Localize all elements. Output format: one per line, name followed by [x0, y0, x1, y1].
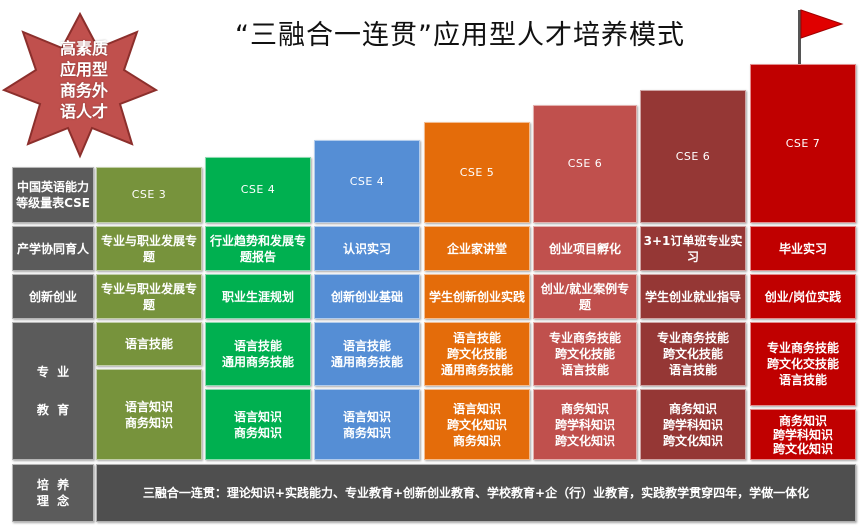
knowledge-cell-6: 商务知识 跨学科知识 跨文化知识	[640, 389, 746, 460]
skills-cell-3: 语言技能 通用商务技能	[314, 322, 420, 386]
industry-cell-1: 专业与职业发展专题	[96, 226, 202, 271]
industry-cell-2: 行业趋势和发展专题报告	[205, 226, 311, 271]
knowledge-cell-5: 商务知识 跨学科知识 跨文化知识	[533, 389, 637, 460]
skills-cell-2: 语言技能 通用商务技能	[205, 322, 311, 386]
cse-step-3: CSE 4	[314, 140, 420, 223]
skills-cell-1: 语言技能	[96, 322, 202, 366]
industry-cell-6: 3+1订单班专业实习	[640, 226, 746, 271]
philosophy-header-line: 培 养	[36, 478, 70, 492]
cse-step-6: CSE 6	[640, 90, 746, 223]
page-title: “三融合一连贯”应用型人才培养模式	[235, 20, 685, 51]
row-header-industry: 产学协同育人	[12, 226, 94, 271]
industry-cell-3: 认识实习	[314, 226, 420, 271]
edu-header-line: 教 育	[36, 403, 70, 417]
industry-cell-5: 创业项目孵化	[533, 226, 637, 271]
cse-step-1: CSE 3	[96, 167, 202, 223]
knowledge-cell-3: 语言知识 商务知识	[314, 389, 420, 460]
skills-cell-4: 语言技能 跨文化技能 通用商务技能	[424, 322, 530, 386]
industry-cell-7: 毕业实习	[750, 226, 856, 271]
badge-text: 高素质 应用型 商务外 语人才	[45, 38, 123, 122]
badge-line: 商务外	[59, 81, 108, 100]
skills-cell-6: 专业商务技能 跨文化技能 语言技能	[640, 322, 746, 386]
knowledge-cell-1: 语言知识 商务知识	[96, 369, 202, 460]
innovation-cell-2: 职业生涯规划	[205, 274, 311, 319]
cse-step-2: CSE 4	[205, 157, 311, 223]
philosophy-header-line: 理 念	[36, 494, 70, 508]
philosophy-text: 三融合一连贯：理论知识+实践能力、专业教育+创新创业教育、学校教育+企（行）业教…	[96, 464, 856, 522]
knowledge-cell-2: 语言知识 商务知识	[205, 389, 311, 460]
red-flag-icon	[798, 9, 844, 68]
innovation-cell-4: 学生创新创业实践	[424, 274, 530, 319]
row-header-innovation: 创新创业	[12, 274, 94, 319]
badge-line: 高素质	[59, 39, 108, 58]
knowledge-cell-4: 语言知识 跨文化知识 商务知识	[424, 389, 530, 460]
knowledge-cell-7: 商务知识 跨学科知识 跨文化知识	[750, 409, 856, 460]
cse-step-5: CSE 6	[533, 105, 637, 223]
innovation-cell-5: 创业/就业案例专题	[533, 274, 637, 319]
innovation-cell-1: 专业与职业发展专题	[96, 274, 202, 319]
industry-cell-4: 企业家讲堂	[424, 226, 530, 271]
edu-header-line: 专 业	[36, 365, 70, 379]
row-header-philosophy: 培 养 理 念	[12, 464, 94, 522]
badge-line: 应用型	[59, 60, 108, 79]
star-badge-icon	[1, 11, 159, 159]
badge-line: 语人才	[59, 102, 108, 121]
row-header-education: 专 业 教 育	[12, 322, 94, 460]
innovation-cell-7: 创业/岗位实践	[750, 274, 856, 319]
cse-step-4: CSE 5	[424, 122, 530, 223]
row-header-cse: 中国英语能力等级量表CSE	[12, 167, 94, 223]
skills-cell-7: 专业商务技能 跨文化交技能 语言技能	[750, 322, 856, 406]
innovation-cell-3: 创新创业基础	[314, 274, 420, 319]
cse-step-7: CSE 7	[750, 64, 856, 223]
innovation-cell-6: 学生创业就业指导	[640, 274, 746, 319]
skills-cell-5: 专业商务技能 跨文化技能 语言技能	[533, 322, 637, 386]
